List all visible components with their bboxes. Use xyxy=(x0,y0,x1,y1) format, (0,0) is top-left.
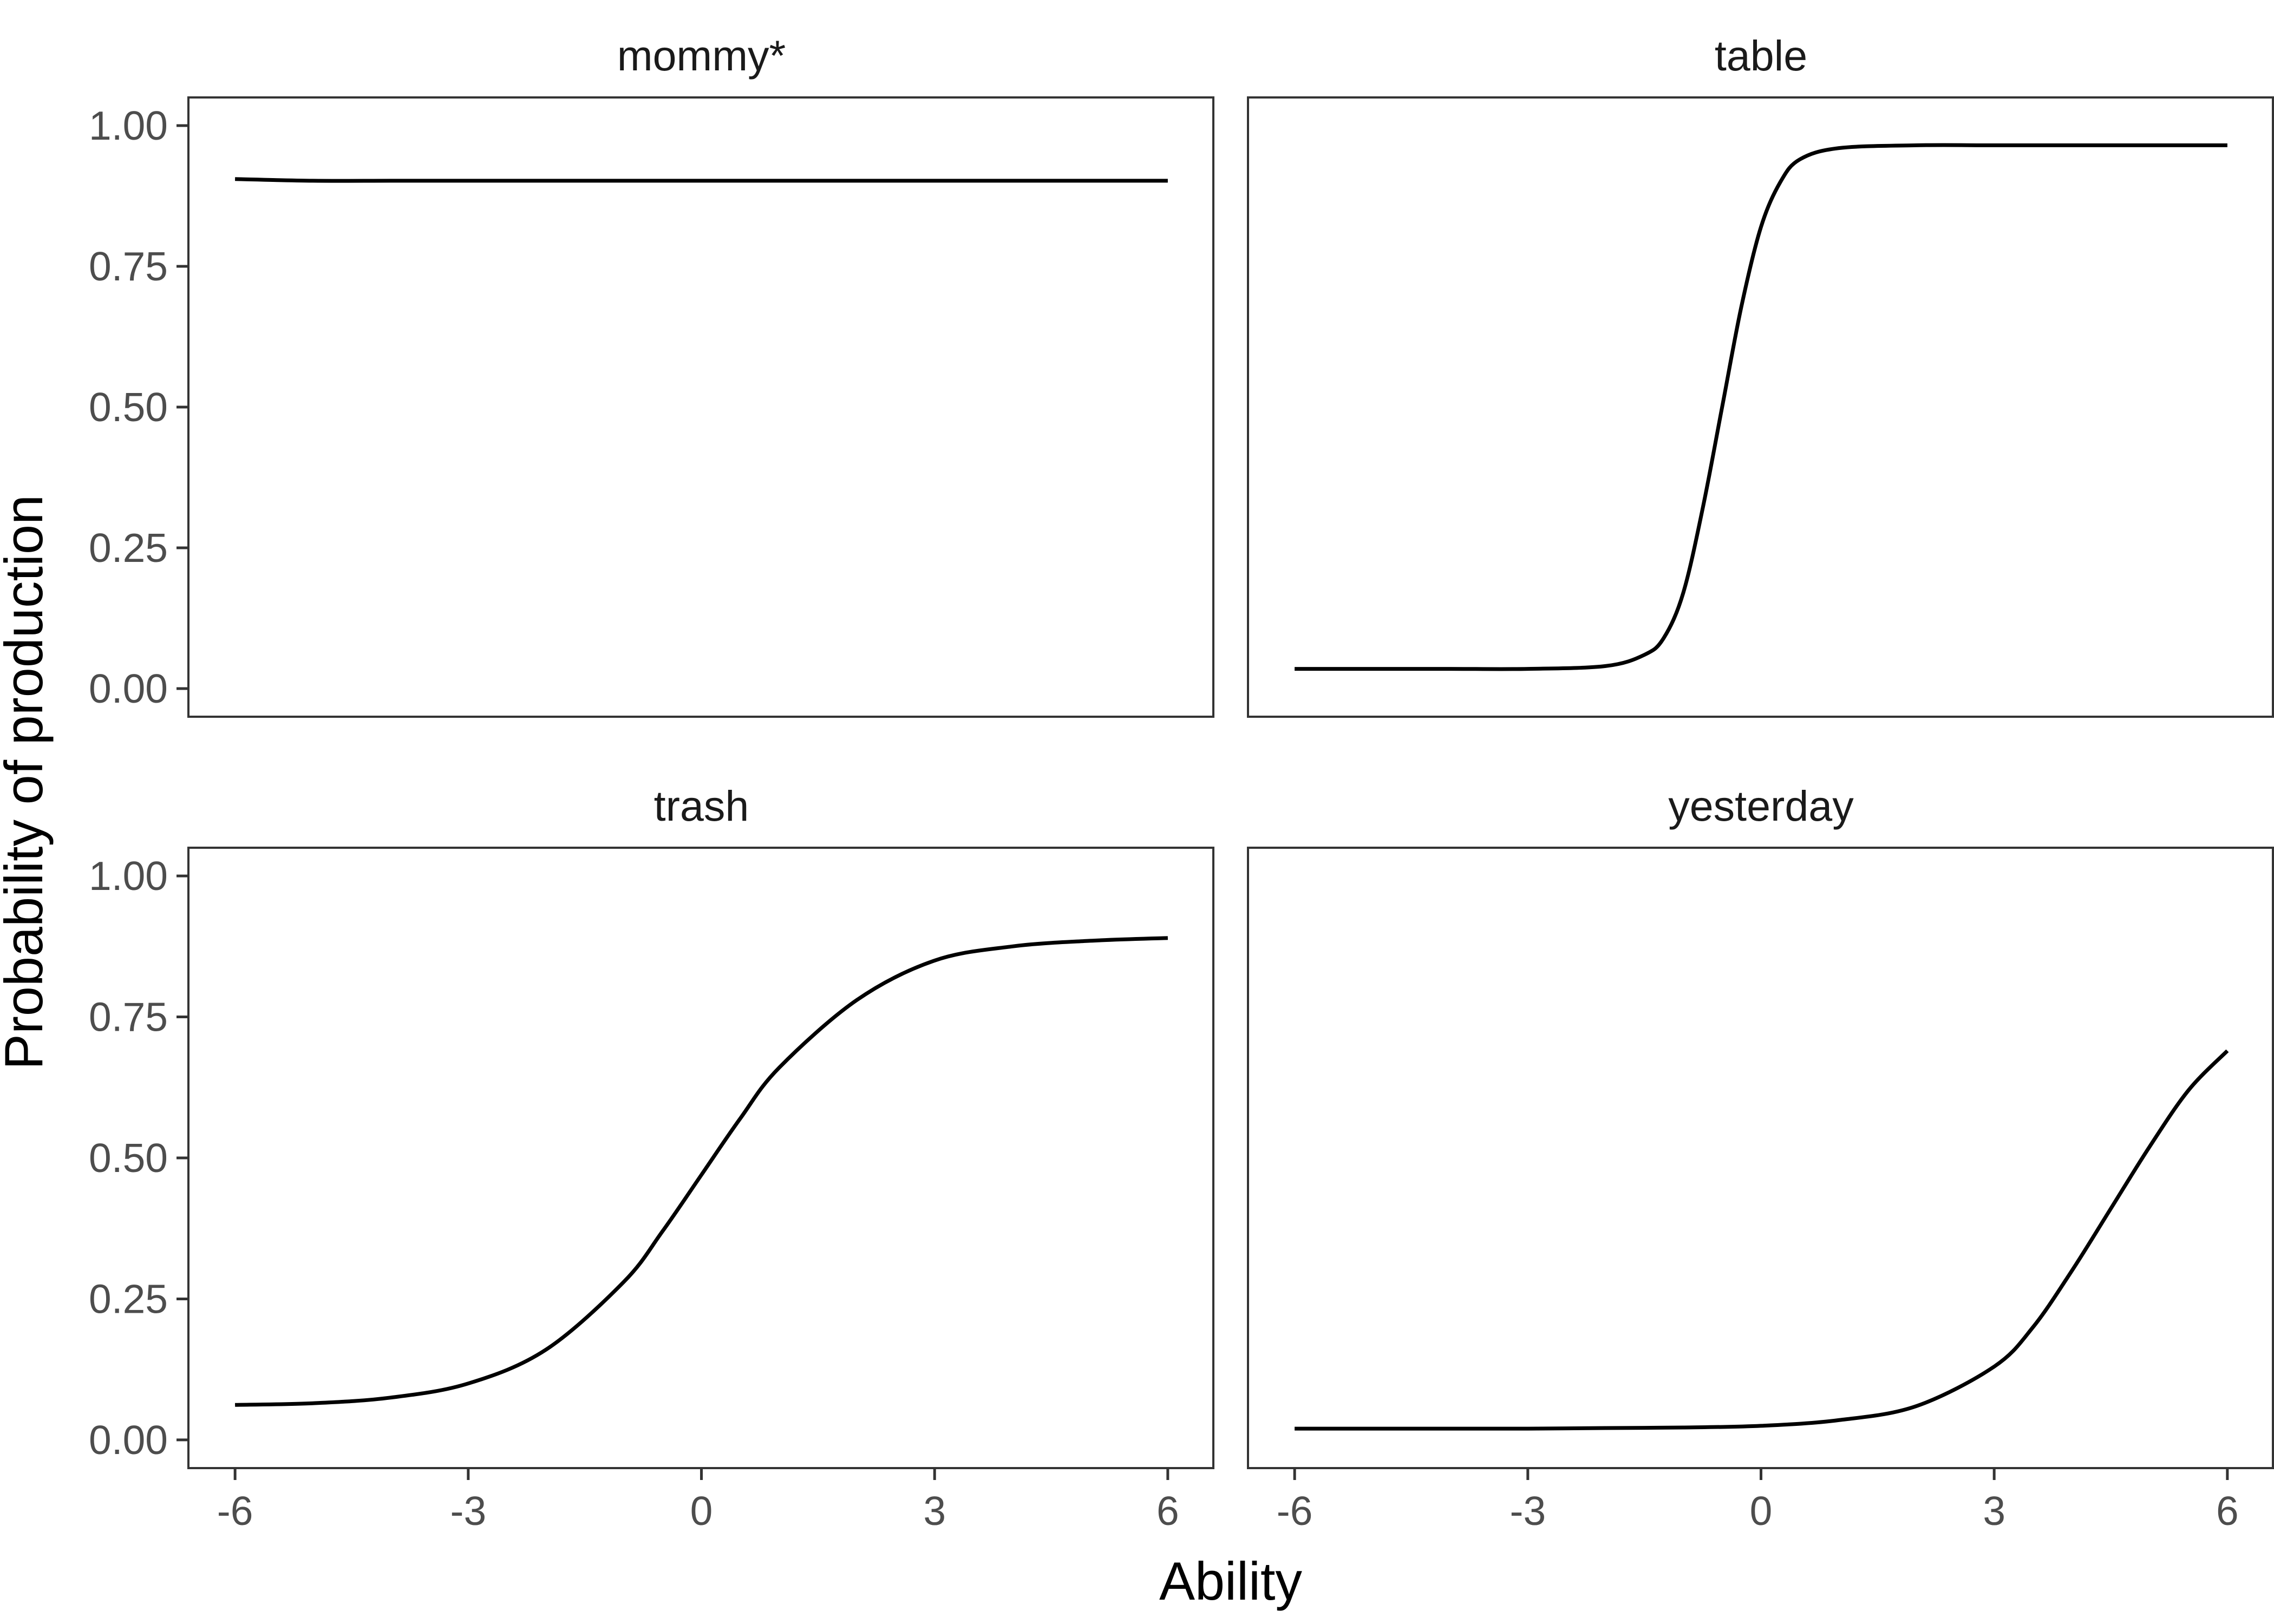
x-tick-label: 6 xyxy=(1156,1488,1179,1534)
panel-border xyxy=(187,96,1214,718)
x-tick-label: 0 xyxy=(690,1488,713,1534)
y-tick-label: 1.00 xyxy=(89,103,168,148)
y-tick-label: 1.00 xyxy=(89,853,168,899)
x-axis-title: Ability xyxy=(1159,1551,1303,1611)
facet-title: yesterday xyxy=(1668,782,1854,830)
facet-title: trash xyxy=(654,782,749,830)
panel-border xyxy=(1247,96,2274,718)
facet-panel-mommy: mommy* 0.00 0.25 0.50 0.75 1.00 xyxy=(89,31,1214,718)
y-tick-label: 0.50 xyxy=(89,1135,168,1181)
y-tick-label: 0.75 xyxy=(89,244,168,289)
x-tick-label: 0 xyxy=(1750,1488,1773,1534)
facet-panels: mommy* 0.00 0.25 0.50 0.75 1.00 table trash 0.00… xyxy=(89,31,2274,1534)
series-line xyxy=(1295,1049,2229,1431)
series-line xyxy=(235,936,1168,1407)
facet-title: table xyxy=(1715,31,1807,80)
facet-title: mommy* xyxy=(617,31,786,80)
x-tick-label: -6 xyxy=(217,1488,253,1534)
panel-border xyxy=(1247,847,2274,1469)
x-tick-label: -3 xyxy=(1510,1488,1546,1534)
y-tick-label: 0.25 xyxy=(89,525,168,571)
facet-panel-table: table xyxy=(1247,31,2274,718)
series-line xyxy=(235,177,1168,183)
facet-panel-yesterday: yesterday -6 -3 0 3 6 xyxy=(1247,782,2274,1534)
y-tick-label: 0.75 xyxy=(89,994,168,1040)
x-tick-label: -6 xyxy=(1277,1488,1313,1534)
x-tick-label: 6 xyxy=(2216,1488,2239,1534)
series-line xyxy=(1295,143,2227,671)
y-axis-title: Probability of production xyxy=(0,495,54,1070)
x-tick-label: 3 xyxy=(923,1488,946,1534)
y-tick-label: 0.00 xyxy=(89,666,168,711)
y-tick-label: 0.00 xyxy=(89,1417,168,1463)
x-tick-label: 3 xyxy=(1983,1488,2005,1534)
facet-panel-trash: trash 0.00 0.25 0.50 0.75 1.00 -6 -3 0 3 6 xyxy=(89,782,1214,1534)
y-tick-label: 0.25 xyxy=(89,1276,168,1321)
x-tick-label: -3 xyxy=(450,1488,486,1534)
y-tick-label: 0.50 xyxy=(89,384,168,430)
